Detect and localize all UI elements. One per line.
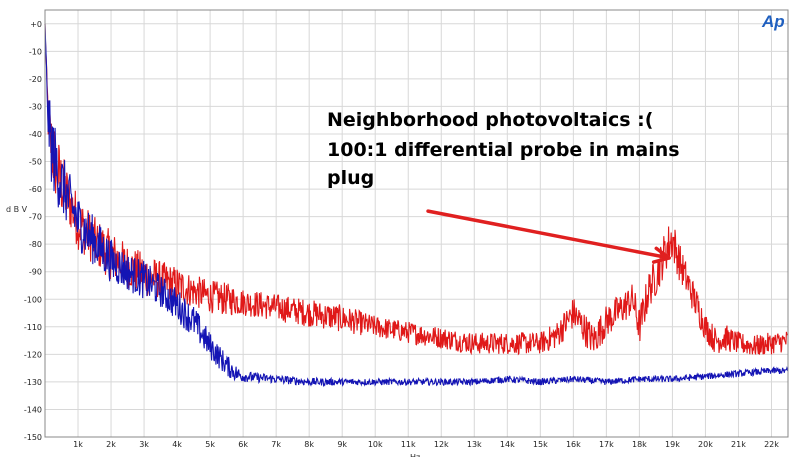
annotation-arrow <box>426 209 671 264</box>
x-tick-label: 10k <box>368 440 383 449</box>
y-axis-ticks: +0 -10 -20 -30 -40 -50 -60 -70 -80 -90 -100 -110 -12… <box>24 20 42 442</box>
x-axis-label: Hz <box>410 453 420 457</box>
y-tick-label: +0 <box>30 20 42 29</box>
arrow-head <box>651 246 671 264</box>
x-tick-label: 9k <box>337 440 347 449</box>
x-tick-label: 1k <box>73 440 83 449</box>
x-tick-label: 18k <box>632 440 647 449</box>
y-tick-label: -60 <box>29 185 42 194</box>
x-tick-label: 3k <box>139 440 149 449</box>
x-axis-ticks: 1k 2k 3k 4k 5k 6k 7k 8k 9k 10k 11k 12k 13k 14k 15k 16k 1… <box>73 440 779 449</box>
x-tick-label: 16k <box>566 440 581 449</box>
x-tick-label: 11k <box>401 440 416 449</box>
x-tick-label: 12k <box>434 440 449 449</box>
x-tick-label: 2k <box>106 440 116 449</box>
series-group <box>44 23 789 388</box>
y-tick-label: -110 <box>24 323 42 332</box>
x-tick-label: 21k <box>731 440 746 449</box>
plot-frame <box>44 9 789 438</box>
grid-lines <box>45 10 788 438</box>
y-tick-label: -100 <box>24 295 42 304</box>
x-tick-label: 5k <box>205 440 215 449</box>
series-blue-line <box>44 23 789 388</box>
x-tick-label: 19k <box>665 440 680 449</box>
y-tick-label: -40 <box>29 130 42 139</box>
annotation-line-2: 100:1 differential probe in mains <box>327 139 680 161</box>
y-tick-label: -30 <box>29 102 42 111</box>
ap-logo: Ap <box>761 12 785 31</box>
y-tick-label: -130 <box>24 378 42 387</box>
x-tick-label: 14k <box>500 440 515 449</box>
y-tick-label: -120 <box>24 350 42 359</box>
y-axis-label: d B V <box>6 205 28 214</box>
x-tick-label: 6k <box>238 440 248 449</box>
y-tick-label: -50 <box>29 158 42 167</box>
x-tick-label: 13k <box>467 440 482 449</box>
y-tick-label: -80 <box>29 240 42 249</box>
y-tick-label: -140 <box>24 405 42 414</box>
x-tick-label: 22k <box>764 440 779 449</box>
annotation-line-1: Neighborhood photovoltaics :( <box>327 109 653 131</box>
annotation-line-3: plug <box>327 167 374 189</box>
x-tick-label: 17k <box>599 440 614 449</box>
y-tick-label: -70 <box>29 213 42 222</box>
y-tick-label: -150 <box>24 433 42 442</box>
y-tick-label: -10 <box>29 47 42 56</box>
x-tick-label: 7k <box>271 440 281 449</box>
x-tick-label: 4k <box>172 440 182 449</box>
x-tick-label: 8k <box>304 440 314 449</box>
y-tick-label: -20 <box>29 75 42 84</box>
series-red-line <box>44 23 789 356</box>
x-tick-label: 15k <box>533 440 548 449</box>
arrow-shaft <box>426 209 671 260</box>
x-tick-label: 20k <box>698 440 713 449</box>
y-tick-label: -90 <box>29 268 42 277</box>
